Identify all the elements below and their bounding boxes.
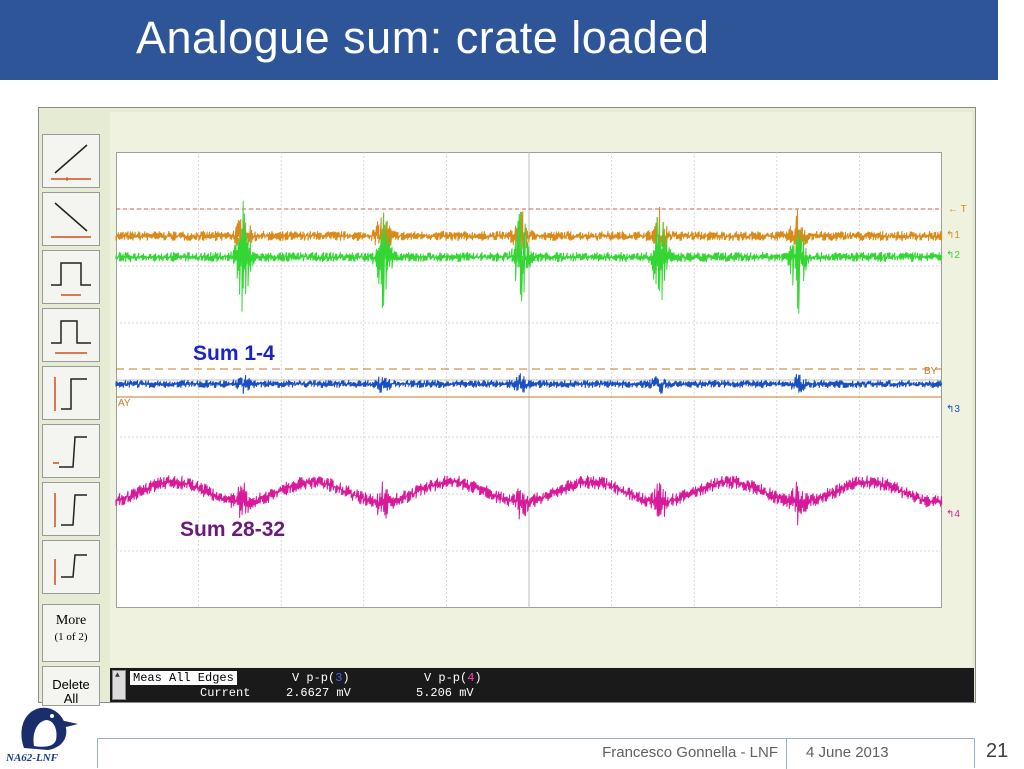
vpp-ch3-suffix: ) xyxy=(342,671,350,685)
vpp-ch4-header: V p-p(4) xyxy=(424,671,482,685)
measurement-bar: ▲ Meas All Edges Current V p-p(3) 2.6627… xyxy=(110,668,974,702)
footer-author: Francesco Gonnella - LNF xyxy=(602,744,778,761)
na62-logo: NA62-LNF xyxy=(4,702,88,766)
sum-28-32-label: Sum 28-32 xyxy=(180,518,286,541)
high-level-trigger-button[interactable] xyxy=(42,482,100,536)
trigger-marker: ← T xyxy=(948,204,967,215)
scroll-up-icon[interactable]: ▲ xyxy=(115,671,120,680)
vpp-ch4-prefix: V p-p( xyxy=(424,671,468,685)
rising-edge-icon xyxy=(51,144,91,181)
ch3-waveform xyxy=(115,373,943,394)
pulse-width-icon xyxy=(51,262,91,296)
more-button[interactable]: More (1 of 2) xyxy=(42,604,100,662)
pulse-width-trigger-button[interactable] xyxy=(42,250,100,304)
falling-edge-icon xyxy=(51,202,91,238)
amplitude-trigger-button[interactable] xyxy=(42,366,100,420)
ch2-waveform xyxy=(115,200,943,314)
delete-all-button[interactable]: Delete All xyxy=(42,666,100,706)
measurement-scrollbar[interactable]: ▲ xyxy=(112,670,126,700)
ch3-marker: ↰3 xyxy=(946,404,960,415)
slide-title: Analogue sum: crate loaded xyxy=(136,12,710,63)
delete-sub-label: All xyxy=(63,691,79,706)
vpp-ch4-channel: 4 xyxy=(467,671,475,685)
vpp-ch3-channel: 3 xyxy=(335,671,343,685)
more-label: More xyxy=(55,613,87,628)
sum-1-4-label: Sum 1-4 xyxy=(193,342,275,365)
rising-edge-trigger-button[interactable] xyxy=(42,134,100,188)
ch1-waveform xyxy=(115,206,943,261)
cursor-b-label: BY xyxy=(924,366,938,377)
delete-label: Delete xyxy=(52,677,90,692)
ch2-marker: ↰2 xyxy=(946,250,960,261)
measurement-selector[interactable]: Meas All Edges xyxy=(130,671,237,685)
amplitude-icon xyxy=(54,377,87,411)
high-level-icon xyxy=(54,493,87,527)
penguin-logo-icon xyxy=(21,707,78,750)
footer-separator xyxy=(786,739,787,769)
low-level-icon xyxy=(54,554,87,585)
ch4-waveform xyxy=(115,475,943,526)
vpp-ch4-suffix: ) xyxy=(474,671,482,685)
title-bar: Analogue sum: crate loaded xyxy=(0,0,998,80)
vpp-ch4-value: 5.206 mV xyxy=(416,686,474,700)
vpp-ch3-value: 2.6627 mV xyxy=(286,686,351,700)
vpp-ch3-prefix: V p-p( xyxy=(292,671,336,685)
more-page-label: (1 of 2) xyxy=(54,631,88,643)
rise-time-icon xyxy=(53,436,87,468)
low-level-trigger-button[interactable] xyxy=(42,540,100,594)
vpp-ch3-header: V p-p(3) xyxy=(292,671,350,685)
falling-edge-trigger-button[interactable] xyxy=(42,192,100,246)
duty-cycle-icon xyxy=(51,320,91,354)
duty-cycle-trigger-button[interactable] xyxy=(42,308,100,362)
cursor-a-label: AY xyxy=(118,398,131,409)
channel-markers: ← T ↰1 ↰2 ↰3 ↰4 AY BY xyxy=(118,204,967,520)
ch4-marker: ↰4 xyxy=(946,509,960,520)
logo-text: NA62-LNF xyxy=(6,752,58,764)
waveforms xyxy=(115,200,943,526)
rise-time-trigger-button[interactable] xyxy=(42,424,100,478)
ch1-marker: ↰1 xyxy=(946,230,960,241)
cursor-lines xyxy=(116,208,942,398)
current-row-label: Current xyxy=(200,686,251,700)
page-number: 21 xyxy=(986,740,1009,762)
footer-bar: Francesco Gonnella - LNF 4 June 2013 xyxy=(97,738,975,769)
scope-sidebar: More (1 of 2) Delete All xyxy=(42,134,100,709)
footer-date: 4 June 2013 xyxy=(806,744,889,761)
